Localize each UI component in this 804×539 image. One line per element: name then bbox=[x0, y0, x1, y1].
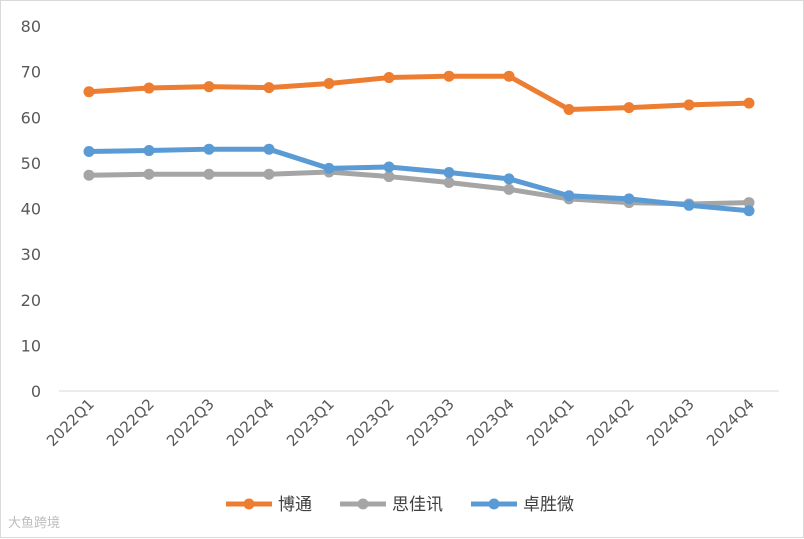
y-tick-label: 20 bbox=[21, 291, 41, 310]
data-point bbox=[683, 199, 695, 211]
data-point bbox=[443, 166, 455, 178]
data-point bbox=[443, 70, 455, 82]
legend-item: 思佳讯 bbox=[340, 495, 443, 515]
legend-swatch-marker bbox=[357, 498, 369, 510]
data-point bbox=[743, 197, 755, 209]
data-point bbox=[503, 70, 515, 82]
data-point bbox=[83, 169, 95, 181]
y-tick-label: 30 bbox=[21, 245, 41, 264]
data-point bbox=[263, 82, 275, 94]
data-point bbox=[203, 81, 215, 93]
data-point bbox=[143, 145, 155, 157]
data-point bbox=[143, 168, 155, 180]
series-1 bbox=[83, 70, 755, 115]
data-point bbox=[743, 205, 755, 217]
x-tick-label: 2022Q3 bbox=[163, 395, 218, 450]
x-axis-ticks: 2022Q1 2022Q2 2022Q3 2022Q4 2023Q1 2023Q2 2023… bbox=[43, 395, 758, 450]
legend-item: 博通 bbox=[226, 495, 312, 515]
x-tick-label: 2023Q2 bbox=[343, 395, 398, 450]
x-tick-label: 2024Q3 bbox=[643, 395, 698, 450]
series-line bbox=[86, 146, 752, 214]
x-tick-label: 2024Q2 bbox=[583, 395, 638, 450]
x-tick-label: 2022Q2 bbox=[103, 395, 158, 450]
x-tick-label: 2023Q3 bbox=[403, 395, 458, 450]
data-point bbox=[563, 190, 575, 202]
x-tick-label: 2023Q4 bbox=[463, 395, 518, 450]
watermark-text: 大鱼跨境 bbox=[8, 516, 61, 531]
data-point bbox=[743, 97, 755, 109]
data-point bbox=[623, 102, 635, 114]
series-line bbox=[86, 169, 752, 207]
series-3 bbox=[83, 143, 755, 217]
legend: 博通 思佳讯 卓胜微 bbox=[226, 495, 574, 515]
data-point bbox=[323, 162, 335, 174]
y-axis-ticks: 0 10 20 30 40 50 60 70 80 bbox=[21, 17, 41, 401]
series-line bbox=[86, 73, 752, 112]
y-tick-label: 0 bbox=[31, 382, 41, 401]
data-point bbox=[443, 176, 455, 188]
data-point bbox=[203, 143, 215, 155]
data-point bbox=[263, 143, 275, 155]
data-point bbox=[383, 171, 395, 183]
legend-label: 博通 bbox=[278, 495, 312, 515]
data-point bbox=[83, 145, 95, 157]
legend-swatch-marker bbox=[488, 498, 500, 510]
data-point bbox=[383, 161, 395, 173]
legend-label: 思佳讯 bbox=[392, 495, 443, 515]
x-tick-label: 2023Q1 bbox=[283, 395, 338, 450]
y-tick-label: 10 bbox=[21, 336, 41, 355]
data-point bbox=[323, 77, 335, 89]
data-point bbox=[623, 193, 635, 205]
y-tick-label: 80 bbox=[21, 17, 41, 36]
x-tick-label: 2022Q4 bbox=[223, 395, 278, 450]
data-point bbox=[563, 103, 575, 115]
series-layer bbox=[83, 70, 755, 217]
y-tick-label: 40 bbox=[21, 200, 41, 219]
legend-swatch-marker bbox=[243, 498, 255, 510]
data-point bbox=[263, 168, 275, 180]
y-tick-label: 50 bbox=[21, 154, 41, 173]
data-point bbox=[383, 72, 395, 84]
data-point bbox=[143, 82, 155, 94]
x-tick-label: 2024Q4 bbox=[703, 395, 758, 450]
data-point bbox=[683, 99, 695, 111]
y-tick-label: 60 bbox=[21, 108, 41, 127]
x-tick-label: 2024Q1 bbox=[523, 395, 578, 450]
x-tick-label: 2022Q1 bbox=[43, 395, 98, 450]
legend-label: 卓胜微 bbox=[523, 495, 574, 515]
data-point bbox=[203, 168, 215, 180]
data-point bbox=[83, 86, 95, 98]
y-tick-label: 70 bbox=[21, 63, 41, 82]
data-point bbox=[503, 173, 515, 185]
legend-item: 卓胜微 bbox=[471, 495, 574, 515]
data-point bbox=[503, 183, 515, 195]
